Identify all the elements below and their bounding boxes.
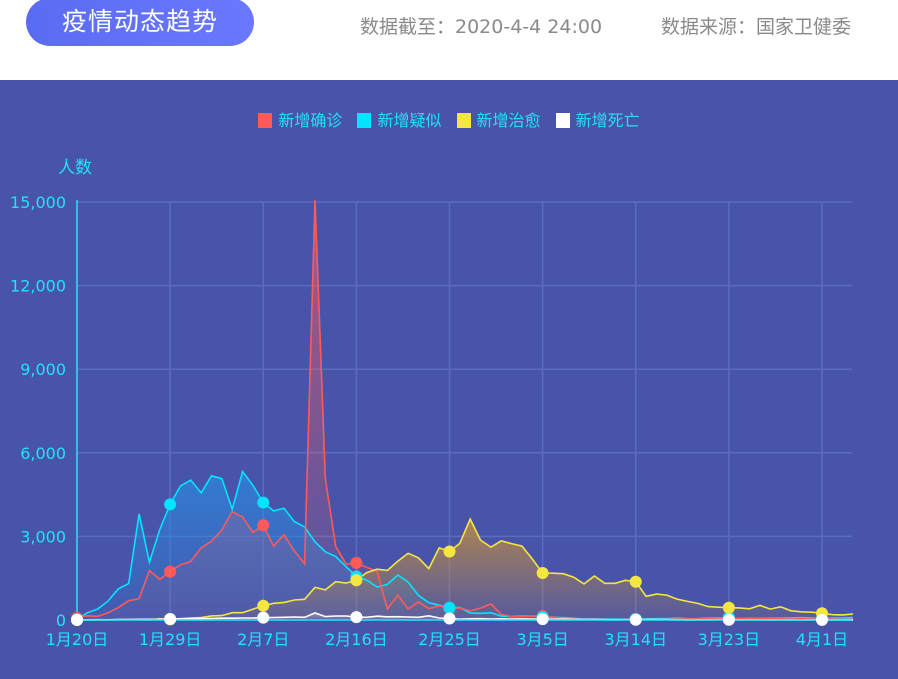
x-tick-label: 2月25日 <box>418 630 481 649</box>
legend-swatch <box>258 113 273 128</box>
x-tick-label: 2月7日 <box>237 630 289 649</box>
legend-label: 新增治愈 <box>476 111 541 130</box>
data-point-新增死亡 <box>71 613 83 626</box>
legend-item-confirmed[interactable]: 新增确诊 <box>258 107 342 131</box>
data-point-新增死亡 <box>443 612 456 625</box>
data-as-of: 数据截至：2020-4-4 24:00 <box>360 16 603 38</box>
y-tick-label: 9,000 <box>20 360 66 379</box>
page-title: 疫情动态趋势 <box>26 0 254 46</box>
data-point-新增治愈 <box>257 599 270 612</box>
data-point-新增治愈 <box>722 601 735 614</box>
y-tick-label: 3,000 <box>20 527 66 546</box>
data-point-新增治愈 <box>629 575 642 588</box>
data-point-新增疑似 <box>443 601 456 614</box>
y-tick-label: 15,000 <box>10 193 66 212</box>
header: 疫情动态趋势 数据截至：2020-4-4 24:00 数据来源：国家卫健委 <box>0 0 898 80</box>
legend-swatch <box>555 113 570 128</box>
data-point-新增确诊 <box>257 519 270 532</box>
data-point-新增死亡 <box>722 613 735 626</box>
data-point-新增确诊 <box>164 565 177 578</box>
legend: 新增确诊 新增疑似 新增治愈 新增死亡 <box>0 107 898 131</box>
legend-label: 新增疑似 <box>377 111 442 130</box>
x-tick-label: 2月16日 <box>325 630 388 649</box>
data-point-新增死亡 <box>164 612 177 625</box>
data-point-新增死亡 <box>536 613 549 626</box>
y-tick-label: 0 <box>56 611 66 630</box>
legend-swatch <box>456 113 471 128</box>
x-tick-label: 3月23日 <box>698 630 761 649</box>
legend-item-suspected[interactable]: 新增疑似 <box>357 107 441 131</box>
data-point-新增治愈 <box>350 574 363 587</box>
data-point-新增疑似 <box>164 498 177 511</box>
data-point-新增治愈 <box>536 567 549 580</box>
data-point-新增死亡 <box>629 613 642 626</box>
data-point-新增治愈 <box>443 545 456 558</box>
legend-label: 新增确诊 <box>278 111 343 130</box>
legend-item-cured[interactable]: 新增治愈 <box>456 107 541 131</box>
data-point-新增疑似 <box>257 496 270 509</box>
x-tick-label: 1月29日 <box>139 630 202 649</box>
data-point-新增确诊 <box>350 556 363 569</box>
area-新增确诊 <box>77 200 854 620</box>
y-axis-title: 人数 <box>58 158 92 178</box>
legend-item-deaths[interactable]: 新增死亡 <box>555 107 640 131</box>
legend-label: 新增死亡 <box>575 111 640 130</box>
x-tick-label: 3月5日 <box>516 630 568 649</box>
data-point-新增死亡 <box>816 613 828 626</box>
x-tick-label: 3月14日 <box>604 630 667 649</box>
data-source: 数据来源：国家卫健委 <box>661 16 852 38</box>
data-point-新增死亡 <box>257 611 270 624</box>
y-tick-label: 12,000 <box>10 277 66 296</box>
x-tick-label: 4月1日 <box>796 630 848 649</box>
y-tick-label: 6,000 <box>20 444 66 463</box>
data-point-新增死亡 <box>350 611 363 624</box>
x-tick-label: 1月20日 <box>46 630 109 649</box>
legend-swatch <box>357 113 372 128</box>
